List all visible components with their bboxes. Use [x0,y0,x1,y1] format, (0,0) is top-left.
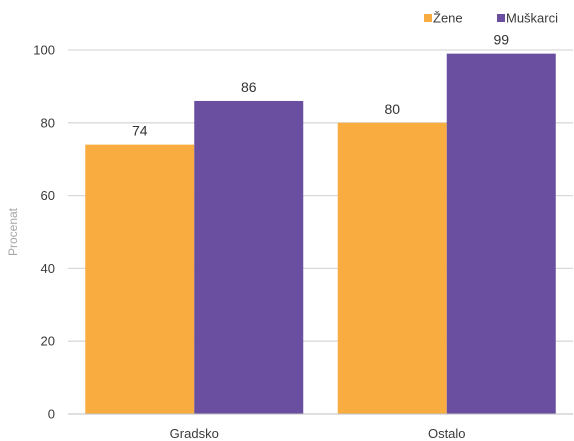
bar-gradsko-series-0 [85,144,195,414]
data-label: 74 [132,123,148,139]
bar-gradsko-series-1 [194,100,304,415]
y-tick-label: 0 [48,407,55,422]
y-tick-label: 40 [41,261,55,276]
x-category-label: Gradsko [170,426,219,441]
bar-ostalo-series-1 [446,53,556,414]
y-tick-label: 100 [33,43,55,58]
x-category-label: Ostalo [428,426,466,441]
data-label: 99 [493,32,509,48]
legend-label: Žene [433,11,463,26]
y-axis-ticks: 0 20 40 60 80 100 [33,43,55,422]
data-labels: 74 86 80 99 [132,32,509,139]
x-axis-categories: Gradsko Ostalo [170,426,466,441]
data-label: 86 [241,79,257,95]
bars [85,53,556,415]
y-tick-label: 80 [41,115,55,130]
data-label: 80 [384,101,400,117]
legend: Žene Muškarci [424,11,558,26]
y-tick-label: 20 [41,334,55,349]
legend-label: Muškarci [506,11,558,26]
legend-swatch [424,14,432,22]
y-tick-label: 60 [41,188,55,203]
bar-ostalo-series-0 [337,122,447,415]
y-axis-label: Procenat [6,207,20,256]
legend-swatch [497,14,505,22]
